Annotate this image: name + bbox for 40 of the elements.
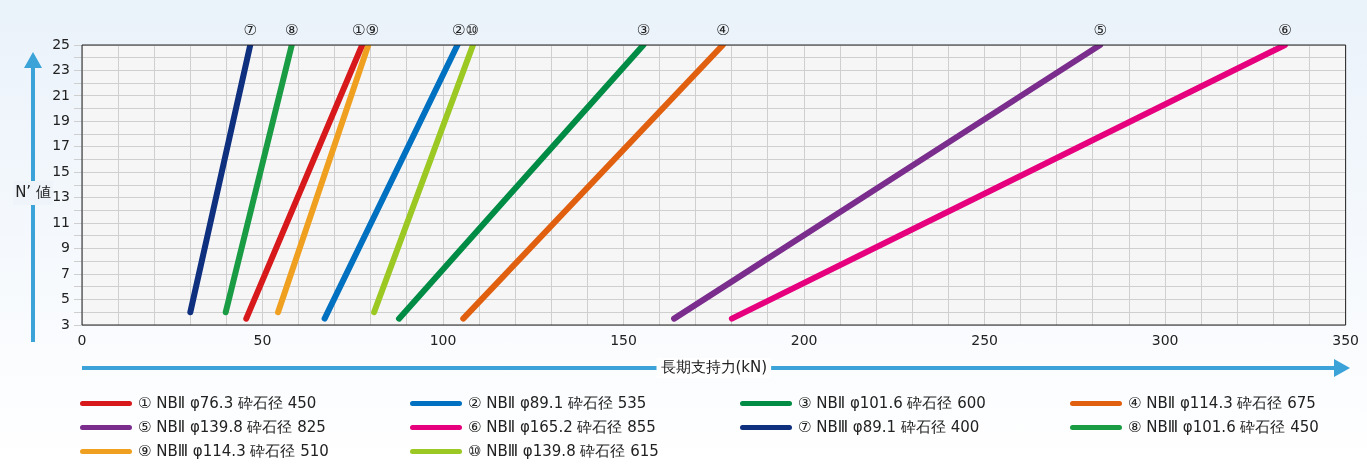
y-tick-label: 23 [52, 61, 70, 78]
legend-label: ② NBⅡ φ89.1 砕石径 535 [468, 394, 647, 413]
annotation: ②⑩ [451, 21, 479, 40]
y-tick-label: 17 [52, 137, 70, 154]
legend-label: ⑤ NBⅡ φ139.8 砕石径 825 [138, 418, 326, 437]
legend-label: ① NBⅡ φ76.3 砕石径 450 [138, 394, 317, 413]
annotation: ⑦ [243, 21, 257, 40]
annotation: ④ [716, 21, 730, 40]
y-tick-label: 5 [61, 290, 70, 307]
legend-label: ⑥ NBⅡ φ165.2 砕石径 855 [468, 418, 656, 437]
legend-label: ⑧ NBⅢ φ101.6 砕石径 450 [1128, 418, 1319, 437]
annotation: ⑧ [285, 21, 299, 40]
annotation: ⑤ [1093, 21, 1107, 40]
x-tick-label: 50 [253, 332, 272, 349]
y-axis-title: N’ 値 [15, 182, 51, 201]
annotation: ⑥ [1278, 21, 1292, 40]
y-tick-label: 25 [52, 35, 70, 52]
legend-label: ④ NBⅡ φ114.3 砕石径 675 [1128, 394, 1316, 413]
y-tick-label: 15 [52, 162, 70, 179]
legend-label: ⑩ NBⅢ φ139.8 砕石径 615 [468, 442, 659, 461]
x-tick-label: 350 [1332, 332, 1360, 349]
y-tick-label: 11 [52, 213, 70, 230]
y-tick-label: 21 [52, 86, 70, 103]
x-tick-label: 300 [1151, 332, 1179, 349]
x-tick-label: 100 [429, 332, 457, 349]
annotation: ③ [636, 21, 651, 40]
x-tick-label: 250 [971, 332, 998, 349]
y-tick-label: 3 [61, 315, 70, 332]
x-axis-title: 長期支持力(kN) [660, 357, 768, 376]
y-tick-label: 9 [61, 239, 70, 256]
y-tick-label: 7 [61, 264, 70, 281]
x-tick-label: 150 [610, 332, 637, 349]
annotation: ①⑨ [351, 21, 379, 40]
legend-label: ⑨ NBⅢ φ114.3 砕石径 510 [138, 442, 329, 461]
y-tick-label: 13 [52, 188, 70, 205]
x-tick-label: 0 [77, 332, 87, 349]
x-tick-label: 200 [790, 332, 818, 349]
legend-label: ③ NBⅡ φ101.6 砕石径 600 [798, 394, 986, 413]
y-tick-label: 19 [52, 112, 70, 128]
legend-label: ⑦ NBⅢ φ89.1 砕石径 400 [798, 418, 980, 437]
